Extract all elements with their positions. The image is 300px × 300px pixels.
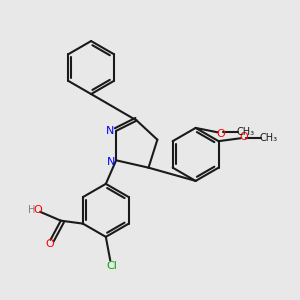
Text: N: N xyxy=(106,126,114,136)
Text: CH₃: CH₃ xyxy=(237,127,255,137)
Text: O: O xyxy=(34,206,42,215)
Text: O: O xyxy=(216,128,225,139)
Text: CH₃: CH₃ xyxy=(260,133,278,143)
Text: O: O xyxy=(46,239,54,249)
Text: N: N xyxy=(107,157,115,167)
Text: O: O xyxy=(239,132,248,142)
Text: H: H xyxy=(28,206,35,215)
Text: Cl: Cl xyxy=(106,261,117,271)
